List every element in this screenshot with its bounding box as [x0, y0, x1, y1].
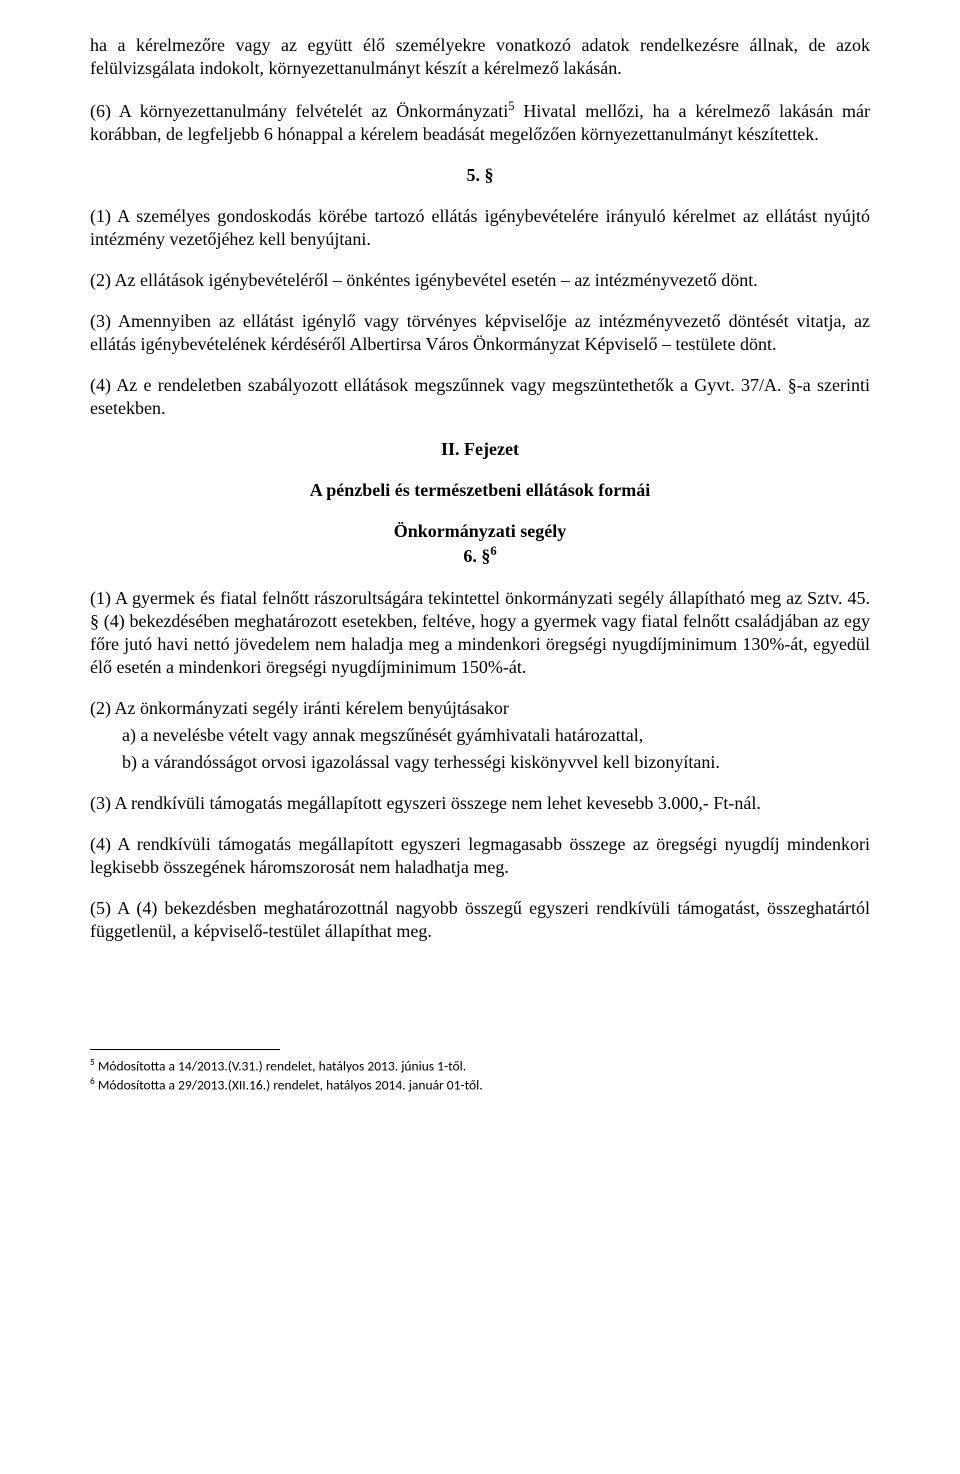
footnote-5-text: Módosította a 14/2013.(V.31.) rendelet, … — [95, 1057, 466, 1074]
footnote-6: 6 Módosította a 29/2013.(XII.16.) rendel… — [90, 1075, 870, 1094]
document-page: ha a kérelmezőre vagy az együtt élő szem… — [0, 0, 960, 1474]
section-6-para-5: (5) A (4) bekezdésben meghatározottnál n… — [90, 897, 870, 943]
subsection-heading: Önkormányzati segély — [394, 521, 567, 541]
section-6-para-2-head: (2) Az önkormányzati segély iránti kérel… — [90, 697, 870, 720]
section-5-para-2: (2) Az ellátások igénybevételéről – önké… — [90, 269, 870, 292]
section-6-para-2-item-b: b) a várandósságot orvosi igazolással va… — [90, 751, 870, 774]
chapter-heading: II. Fejezet — [90, 438, 870, 461]
section-6-heading: 6. § — [463, 546, 490, 566]
footnote-6-text: Módosította a 29/2013.(XII.16.) rendelet… — [95, 1076, 483, 1093]
footnote-separator — [90, 1049, 280, 1050]
chapter-subtitle: A pénzbeli és természetbeni ellátások fo… — [90, 479, 870, 502]
section-5-para-1: (1) A személyes gondoskodás körébe tarto… — [90, 205, 870, 251]
section-6-para-4: (4) A rendkívüli támogatás megállapított… — [90, 833, 870, 879]
intro-paragraph: ha a kérelmezőre vagy az együtt élő szem… — [90, 34, 870, 80]
paragraph-6-before: (6) A környezettanulmány felvételét az Ö… — [90, 101, 508, 121]
subsection-heading-block: Önkormányzati segély 6. §6 — [90, 520, 870, 568]
footnote-ref-6: 6 — [490, 544, 496, 558]
paragraph-6: (6) A környezettanulmány felvételét az Ö… — [90, 98, 870, 146]
footnote-5: 5 Módosította a 14/2013.(V.31.) rendelet… — [90, 1056, 870, 1075]
section-5-para-3: (3) Amennyiben az ellátást igénylő vagy … — [90, 310, 870, 356]
section-5-para-4: (4) Az e rendeletben szabályozott ellátá… — [90, 374, 870, 420]
section-6-para-2-item-a: a) a nevelésbe vételt vagy annak megszűn… — [90, 724, 870, 747]
section-6-para-3: (3) A rendkívüli támogatás megállapított… — [90, 792, 870, 815]
section-6-para-1: (1) A gyermek és fiatal felnőtt rászorul… — [90, 587, 870, 679]
section-5-heading: 5. § — [90, 164, 870, 187]
